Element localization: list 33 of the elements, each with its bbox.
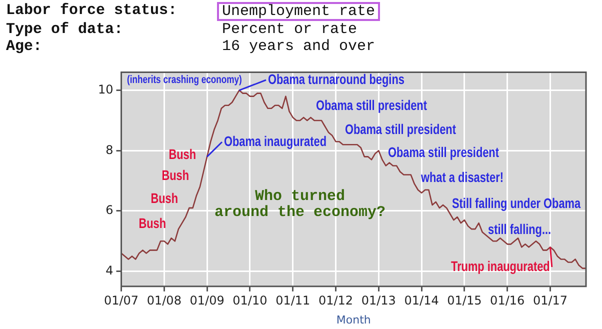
text: Type of data: Percent or rate Age: 16 years and over — [6, 21, 376, 55]
annotation: Obama still president — [388, 144, 500, 160]
x-tick-label: 01/17 — [532, 294, 568, 308]
annotation: (inherits crashing economy) — [127, 74, 242, 86]
x-tick-label: 01/09 — [190, 294, 224, 308]
annotation: Trump inaugurated — [451, 258, 550, 274]
y-tick-label: 8 — [106, 142, 114, 157]
annotation: Obama inaugurated — [224, 134, 326, 150]
y-tick-label: 10 — [98, 82, 114, 96]
x-tick-label: 01/13 — [361, 294, 396, 308]
annotation: Bush — [138, 216, 166, 232]
y-tick-label: 4 — [106, 263, 114, 278]
annotation: Who turned around the economy? — [214, 188, 386, 221]
annotation: Obama still president — [316, 98, 428, 114]
annotation: Bush — [162, 168, 189, 184]
annotation: Bush — [168, 146, 196, 162]
annotation: Still falling under Obama — [452, 196, 582, 212]
x-tick-label: 01/08 — [146, 294, 182, 308]
x-tick-label: 01/16 — [490, 294, 525, 308]
x-tick-label: 01/11 — [276, 294, 310, 308]
y-tick-label: 6 — [106, 203, 114, 218]
annotation: Obama turnaround begins — [268, 72, 404, 88]
x-tick-label: 01/15 — [447, 294, 482, 308]
x-tick-label: 01/07 — [104, 294, 139, 308]
annotation: Bush — [150, 190, 178, 206]
x-tick-label: 01/10 — [232, 294, 268, 308]
annotation: what a disaster! — [420, 170, 504, 186]
x-tick-label: 01/14 — [404, 294, 439, 308]
x-axis-title: Month — [336, 313, 371, 326]
x-tick-label: 01/12 — [318, 294, 354, 308]
annotation: still falling... — [488, 222, 552, 238]
chart-title: Labor force status: Unemployment rate — [6, 2, 376, 20]
annotation: Obama still president — [345, 122, 457, 138]
